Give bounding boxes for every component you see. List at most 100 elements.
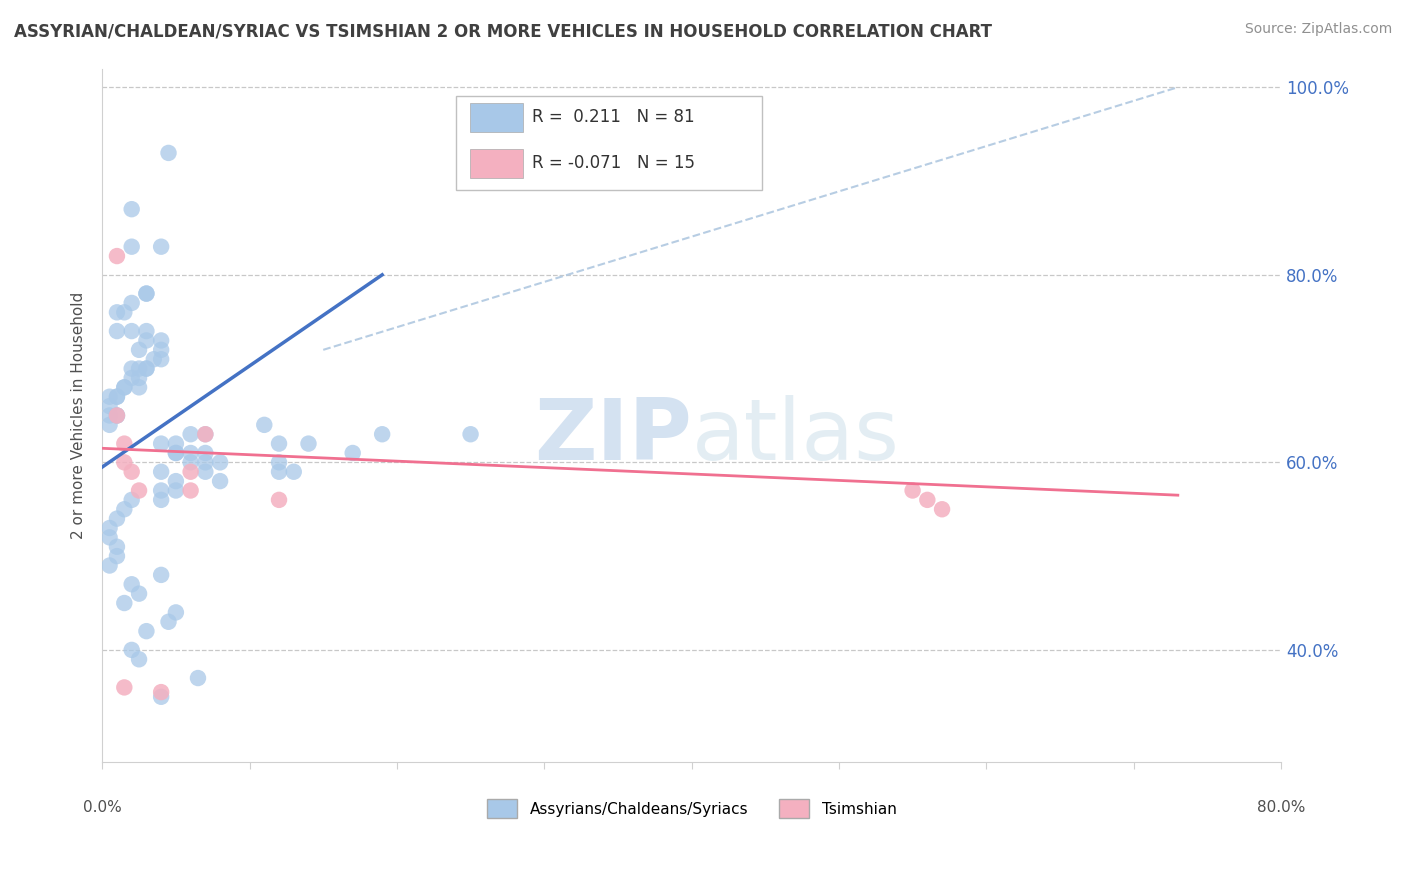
Point (460, 427, 482, 442)
Point (157, 145, 180, 160)
Point (931, 502, 953, 516)
Point (121, 465, 143, 479)
Text: ASSYRIAN/CHALDEAN/SYRIAC VS TSIMSHIAN 2 OR MORE VEHICLES IN HOUSEHOLD CORRELATIO: ASSYRIAN/CHALDEAN/SYRIAC VS TSIMSHIAN 2 … (14, 22, 993, 40)
Point (253, 417, 276, 432)
Text: atlas: atlas (692, 395, 900, 478)
Point (180, 465, 202, 479)
Point (135, 324, 157, 338)
FancyBboxPatch shape (470, 149, 523, 178)
Point (194, 465, 217, 479)
Point (267, 492, 290, 507)
Point (128, 361, 150, 376)
Point (187, 671, 209, 685)
Point (128, 380, 150, 394)
Point (135, 286, 157, 301)
Point (371, 427, 394, 442)
Legend: Assyrians/Chaldeans/Syriacs, Tsimshian: Assyrians/Chaldeans/Syriacs, Tsimshian (481, 793, 903, 824)
Point (157, 615, 180, 629)
Point (112, 596, 135, 610)
Point (105, 409, 128, 423)
Point (112, 380, 135, 394)
Point (150, 334, 173, 348)
Text: ZIP: ZIP (534, 395, 692, 478)
Point (150, 492, 173, 507)
Point (105, 324, 128, 338)
FancyBboxPatch shape (470, 103, 523, 132)
Point (112, 380, 135, 394)
Point (112, 436, 135, 450)
Point (98, 558, 121, 573)
Point (150, 690, 173, 704)
Text: R =  0.211   N = 81: R = 0.211 N = 81 (533, 108, 695, 126)
Point (105, 540, 128, 554)
Point (105, 390, 128, 404)
Point (165, 606, 187, 620)
Point (128, 371, 150, 385)
Point (105, 305, 128, 319)
Point (128, 483, 150, 498)
Point (150, 465, 173, 479)
Point (105, 409, 128, 423)
Point (180, 455, 202, 469)
Point (135, 334, 157, 348)
Point (165, 436, 187, 450)
Point (194, 427, 217, 442)
Point (267, 465, 290, 479)
Text: Source: ZipAtlas.com: Source: ZipAtlas.com (1244, 22, 1392, 37)
Point (121, 324, 143, 338)
Point (209, 474, 232, 488)
Point (917, 492, 939, 507)
Point (142, 352, 165, 367)
Text: R = -0.071   N = 15: R = -0.071 N = 15 (533, 154, 696, 172)
Text: 0.0%: 0.0% (83, 800, 121, 815)
Point (267, 436, 290, 450)
Point (150, 240, 173, 254)
Point (121, 202, 143, 217)
Point (112, 502, 135, 516)
Point (98, 399, 121, 413)
Point (342, 446, 364, 460)
Point (121, 492, 143, 507)
Point (98, 390, 121, 404)
Point (901, 483, 924, 498)
Point (121, 371, 143, 385)
Point (135, 624, 157, 639)
Point (194, 427, 217, 442)
Point (135, 286, 157, 301)
Point (121, 240, 143, 254)
Point (267, 455, 290, 469)
Point (105, 249, 128, 263)
Point (105, 549, 128, 563)
Point (135, 361, 157, 376)
Point (150, 483, 173, 498)
Text: 80.0%: 80.0% (1257, 800, 1305, 815)
Point (165, 474, 187, 488)
Point (98, 521, 121, 535)
Point (165, 446, 187, 460)
Point (128, 587, 150, 601)
Point (165, 446, 187, 460)
Point (105, 390, 128, 404)
Point (297, 436, 319, 450)
Point (121, 296, 143, 310)
Point (105, 409, 128, 423)
Point (128, 343, 150, 357)
Point (112, 455, 135, 469)
Point (194, 446, 217, 460)
Point (180, 446, 202, 460)
Point (194, 455, 217, 469)
Point (98, 530, 121, 544)
Y-axis label: 2 or more Vehicles in Household: 2 or more Vehicles in Household (72, 292, 86, 539)
Point (209, 455, 232, 469)
Point (150, 436, 173, 450)
FancyBboxPatch shape (456, 96, 762, 190)
Point (150, 567, 173, 582)
Point (135, 361, 157, 376)
Point (98, 409, 121, 423)
Point (180, 483, 202, 498)
Point (112, 305, 135, 319)
Point (121, 643, 143, 657)
Point (150, 343, 173, 357)
Point (150, 685, 173, 699)
Point (121, 361, 143, 376)
